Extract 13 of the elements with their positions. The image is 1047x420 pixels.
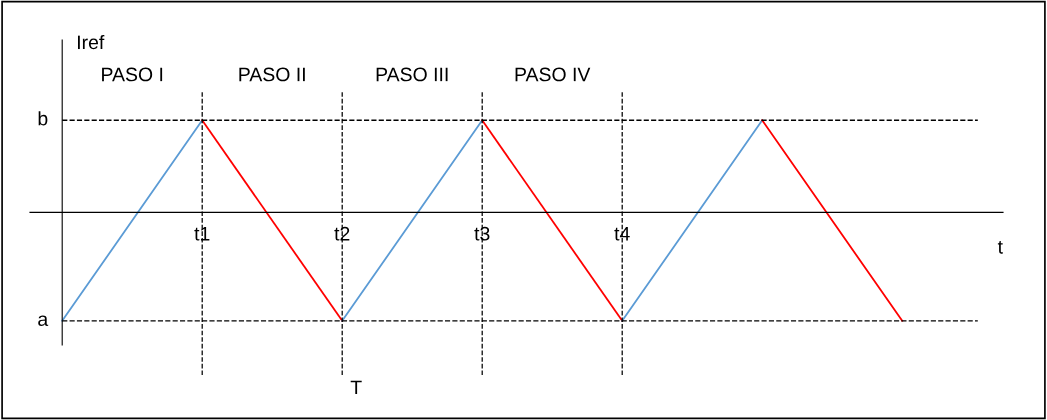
ref-line-label: a <box>38 315 49 327</box>
y-axis-title: Iref <box>78 34 105 50</box>
ref-line-label: b <box>38 111 48 126</box>
x-tick-label: t2 <box>334 226 350 241</box>
text: PASO II <box>239 67 305 82</box>
x-axis-title: t <box>997 240 1003 254</box>
x-tick-label: t3 <box>474 226 490 241</box>
text: PASO III <box>376 67 448 82</box>
text: PASO I <box>102 67 163 82</box>
text: T <box>350 380 362 395</box>
x-tick-label: t1 <box>194 227 210 241</box>
text: PASO IV <box>515 67 591 82</box>
x-tick-label: t4 <box>614 227 630 241</box>
